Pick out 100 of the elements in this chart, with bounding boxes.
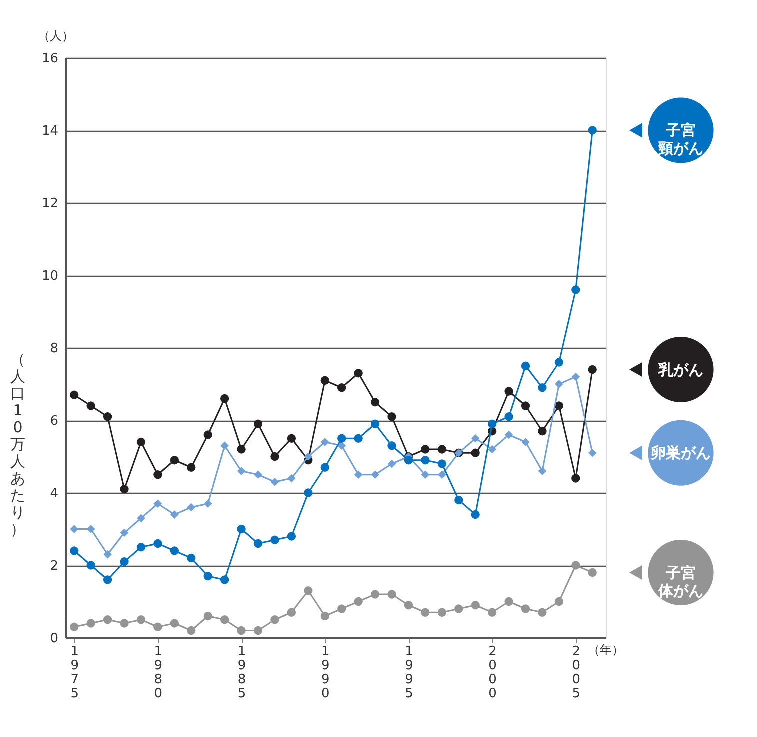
point: [538, 427, 547, 436]
point: [220, 394, 230, 404]
point: [136, 616, 146, 624]
point: [388, 590, 396, 599]
point: [288, 474, 296, 483]
point: [588, 365, 597, 374]
point: [538, 384, 547, 392]
legend-label: 卵巣がん: [650, 444, 711, 462]
point: [86, 561, 96, 570]
point: [421, 456, 430, 465]
point: [338, 384, 346, 392]
x-tick-label: 2 0 0 5: [572, 644, 581, 702]
point: [354, 434, 363, 443]
y-tick-label: 6: [50, 414, 58, 429]
point: [354, 597, 363, 606]
point: [254, 420, 263, 428]
legend-label: 子宮頸がん: [658, 122, 704, 158]
x-tick-label: 2 0 0 0: [488, 644, 497, 702]
point: [538, 608, 547, 617]
point: [187, 503, 196, 512]
point: [421, 445, 430, 454]
point: [120, 485, 129, 494]
point: [320, 612, 330, 621]
point: [572, 561, 580, 570]
point: [572, 474, 580, 483]
point: [103, 412, 112, 422]
point: [104, 550, 112, 559]
point: [404, 456, 414, 465]
point: [287, 608, 296, 617]
point: [504, 597, 514, 606]
point: [471, 448, 480, 458]
point: [421, 470, 430, 480]
point: [388, 442, 396, 450]
point: [572, 286, 580, 294]
point: [354, 369, 363, 378]
point: [304, 586, 313, 596]
y-tick-label: 0: [50, 632, 58, 646]
point: [504, 387, 514, 396]
point: [588, 126, 597, 135]
point: [588, 568, 597, 578]
point: [438, 470, 446, 480]
point: [338, 434, 346, 443]
point: [388, 460, 396, 468]
legend-label: 子宮体がん: [658, 564, 704, 600]
point: [86, 619, 96, 628]
text: （人）: [38, 29, 74, 43]
point: [538, 467, 547, 476]
point: [204, 430, 212, 440]
point: [170, 456, 179, 465]
point: [204, 612, 212, 621]
point: [220, 442, 230, 450]
point: [154, 470, 162, 480]
point: [287, 434, 296, 443]
legend-label: 乳がん: [658, 360, 704, 379]
point: [103, 576, 112, 584]
point: [521, 604, 530, 614]
point: [187, 554, 196, 563]
point: [488, 608, 497, 617]
point: [70, 525, 79, 534]
point: [187, 626, 196, 636]
point: [86, 402, 96, 410]
point: [254, 626, 263, 636]
point: [237, 467, 246, 476]
point: [220, 576, 230, 584]
point: [338, 604, 346, 614]
point: [454, 496, 464, 505]
y-tick-label: 2: [50, 559, 58, 574]
point: [521, 402, 530, 410]
point: [555, 380, 564, 388]
point: [471, 601, 480, 610]
point: [120, 558, 129, 566]
point: [438, 608, 446, 617]
point: [320, 438, 330, 446]
point: [554, 402, 564, 410]
point: [237, 626, 246, 636]
point: [388, 412, 396, 422]
point: [404, 601, 414, 610]
point: [137, 514, 146, 523]
text: （人口10万人あたり）: [10, 350, 26, 539]
x-tick-label: 1 9 8 0: [154, 644, 163, 702]
point: [554, 358, 564, 367]
point: [220, 616, 230, 624]
point: [320, 463, 330, 472]
point: [204, 572, 212, 581]
point: [287, 532, 296, 541]
y-tick-label: 12: [42, 196, 58, 212]
point: [120, 619, 129, 628]
point: [354, 470, 363, 480]
point: [471, 434, 480, 443]
point: [504, 430, 514, 440]
point: [421, 608, 430, 617]
point: [154, 622, 162, 632]
point: [572, 372, 580, 382]
point: [488, 420, 497, 428]
point: [120, 528, 129, 538]
x-tick-label: 1 9 9 0: [321, 644, 330, 702]
point: [86, 525, 96, 534]
point: [154, 539, 162, 548]
point: [270, 452, 280, 462]
point: [270, 616, 280, 624]
